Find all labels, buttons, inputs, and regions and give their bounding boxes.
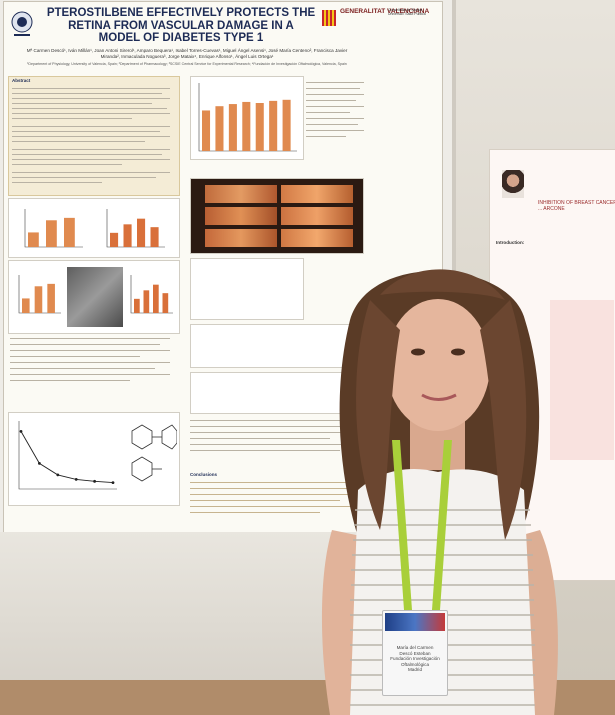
figure-2b-bar-chart xyxy=(130,275,173,314)
figure-4-caption xyxy=(306,80,366,156)
chart-point xyxy=(74,478,78,481)
chart-point xyxy=(111,481,115,484)
chart-axis xyxy=(106,209,165,248)
chart-axis xyxy=(198,83,297,152)
chart-point xyxy=(93,479,96,483)
chart-bar xyxy=(137,218,146,247)
generalitat-logo-text: GENERALITAT VALENCIANA xyxy=(340,8,430,15)
figure-3-line-chart xyxy=(18,421,117,490)
badge-header-image xyxy=(385,613,445,631)
figure-1-bar-chart xyxy=(24,209,83,248)
poster-affiliations: ¹Department of Physiology, University of… xyxy=(27,62,347,66)
green-lanyard xyxy=(392,440,452,610)
chart-point xyxy=(56,473,60,477)
neighbor-poster-title: INHIBITION OF BREAST CANCER ... ARCONE xyxy=(538,200,615,212)
body-weight-bar-chart xyxy=(198,83,297,152)
chart-bar xyxy=(110,232,119,247)
figure-5-panel xyxy=(190,258,304,320)
chart-bar xyxy=(282,99,291,151)
flag-stripes-icon xyxy=(322,10,336,26)
badge-text: María del Carmen Descó Esteban Fundación… xyxy=(385,645,445,673)
figure-7-panel xyxy=(190,372,364,414)
figure-2-panel xyxy=(8,260,180,334)
chart-bar xyxy=(215,106,224,151)
research-poster: PTEROSTILBENE EFFECTIVELY PROTECTS THE R… xyxy=(4,2,442,532)
chart-bar xyxy=(228,104,237,151)
chart-bar xyxy=(34,286,43,313)
figure-2-bar-chart xyxy=(18,275,61,314)
figure-2-caption xyxy=(10,336,176,406)
badge-org: Fundación Investigación Oftalmológica xyxy=(390,656,440,667)
poster-title: PTEROSTILBENE EFFECTIVELY PROTECTS THE R… xyxy=(46,7,316,44)
neighbor-poster-intro: Introduction: xyxy=(496,240,606,246)
chart-bar xyxy=(269,100,278,151)
abstract-heading: Abstract xyxy=(12,78,31,83)
neighbor-poster-intro-heading: Introduction: xyxy=(496,240,525,245)
badge-name-line2: Descó Esteban xyxy=(399,650,431,656)
figure-3-panel xyxy=(8,412,180,506)
abstract-body xyxy=(12,86,172,190)
chart-axis xyxy=(18,275,61,314)
chart-bar xyxy=(162,293,169,313)
chart-axis xyxy=(130,275,173,314)
chart-bar xyxy=(143,290,150,313)
retina-images-panel xyxy=(190,178,364,254)
chart-bar xyxy=(47,283,55,313)
badge-city: Madrid xyxy=(407,667,423,673)
chart-bar xyxy=(123,224,132,247)
conclusions-section: Conclusions xyxy=(190,472,360,528)
neighbor-poster-panel xyxy=(550,300,614,460)
chart-axis xyxy=(24,209,83,248)
chart-bar xyxy=(64,217,75,247)
chart-point xyxy=(38,462,41,465)
chart-bar xyxy=(22,298,30,313)
poster-authors: Mª Carmen Descó¹, Iván Millán¹, Joan Ant… xyxy=(26,48,348,59)
figure-1b-bar-chart xyxy=(106,209,165,248)
generalitat-logo-subtext: Conselleria de Sanitat Universal i Salut… xyxy=(388,8,426,17)
name-badge: María del Carmen Descó Esteban Fundación… xyxy=(382,610,448,696)
chart-bar xyxy=(46,220,57,247)
chart-bar xyxy=(202,110,211,151)
conclusions-heading: Conclusions xyxy=(190,472,218,477)
chart-bar xyxy=(255,103,264,151)
figure-7-caption xyxy=(190,418,362,466)
university-seal-logo xyxy=(11,11,33,36)
molecule-structure-diagram xyxy=(131,424,177,482)
chart-bar xyxy=(153,284,159,313)
chart-bar xyxy=(242,101,251,151)
chart-bar xyxy=(150,227,159,247)
figure-4-panel xyxy=(190,76,304,160)
microscopy-image xyxy=(67,267,123,327)
badge-name-line1: María del Carmen xyxy=(396,645,434,650)
generalitat-logo: GENERALITAT VALENCIANA Conselleria de Sa… xyxy=(322,6,432,36)
chart-bar xyxy=(28,232,39,247)
neighbor-poster-portrait xyxy=(502,170,524,198)
chart-point xyxy=(19,430,23,433)
chart-axis xyxy=(18,421,117,490)
chart-line xyxy=(20,431,114,484)
chart-bar xyxy=(134,298,140,313)
figure-1-panel xyxy=(8,198,180,258)
